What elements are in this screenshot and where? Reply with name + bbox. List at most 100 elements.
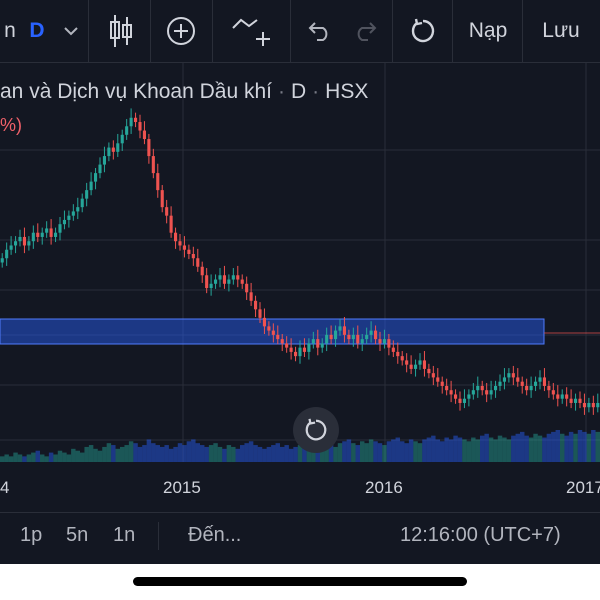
volume-bar [248,441,254,462]
volume-bar [200,445,205,462]
volume-bar [293,446,298,462]
candle-body [120,134,124,144]
reset-chart-button[interactable] [400,0,446,62]
candle-body [329,334,333,340]
volume-bar [453,435,458,462]
candle-body [400,356,404,361]
volume-bar [395,437,400,462]
candle-body [378,339,382,344]
candle-body [387,339,391,348]
goto-date-button[interactable]: Đến... [188,524,242,546]
volume-bar [186,441,192,462]
volume-bar [35,450,40,462]
range-1n-button[interactable]: 1n [113,524,136,546]
symbol-fragment[interactable]: n [0,0,20,62]
volume-bar [208,445,214,462]
clock-timezone[interactable]: 12:16:00 (UTC+7) [400,524,561,546]
candle-body [582,402,586,408]
candle-body [125,126,129,135]
volume-bar [595,431,600,462]
volume-bar [191,439,196,462]
volume-bar [120,446,125,462]
candle-body [320,343,324,348]
candle-body [22,236,26,246]
candle-body [165,207,169,216]
redo-icon [357,22,377,41]
candle-body [494,385,498,391]
x-tick-label: 2017 [566,478,600,497]
range-5n-button[interactable]: 5n [66,524,89,546]
candle-body [111,147,115,152]
candle-body [289,347,293,352]
candle-body [71,211,75,216]
candle-body [507,373,511,378]
candle-body [414,364,418,369]
volume-bar [368,439,374,462]
interval-button[interactable]: D [22,0,52,62]
volume-bar [555,430,560,462]
volume-bar [128,441,134,462]
candle-body [307,343,311,352]
candle-body [240,279,244,284]
save-button[interactable]: Lưu [526,0,596,62]
volume-bar [84,446,89,462]
volume-bar [17,454,23,462]
volume-bar [533,433,538,462]
load-button[interactable]: Nạp [456,0,520,62]
refresh-icon [305,418,327,441]
volume-bar [408,439,414,462]
candle-body [338,326,342,331]
volume-bar [448,439,454,462]
home-indicator[interactable] [133,577,467,586]
candle-body [547,385,551,391]
volume-bar [511,435,516,462]
candle-body [365,334,369,340]
price-chart[interactable] [0,62,600,510]
candle-body [85,190,89,199]
reset-scale-button[interactable] [293,407,339,453]
candle-body [31,232,35,242]
undo-button[interactable] [300,0,340,62]
candle-body [538,377,542,382]
chevron-down-icon [64,27,78,36]
range-1p-button[interactable]: 1p [20,524,43,546]
volume-bar [266,446,272,462]
candle-body [191,253,195,259]
candle-body [294,351,298,357]
volume-bar [75,450,80,462]
indicators-button[interactable] [156,0,206,62]
candle-body [569,398,573,403]
candle-body [258,309,262,318]
redo-button[interactable] [345,0,385,62]
candle-body [325,334,329,344]
candle-body [200,266,204,276]
volume-bar [8,456,14,462]
volume-bar [591,430,596,462]
volume-bar [26,454,32,462]
volume-bar [328,445,334,462]
volume-bar [280,446,285,462]
save-label: Lưu [542,19,580,42]
volume-bar [57,450,63,462]
candle-body [391,347,395,352]
compare-button[interactable] [222,0,282,62]
volume-bar [173,446,178,462]
candle-body [418,360,422,365]
volume-bar [164,445,169,462]
candle-body [138,122,142,131]
volume-bar [515,433,520,462]
candle-body [351,334,355,340]
candle-body [409,364,413,369]
candle-body [302,347,306,352]
volume-bar [13,452,18,462]
volume-bar [115,448,120,462]
interval-dropdown[interactable] [56,0,86,62]
refresh-icon [411,18,435,43]
candle-body [276,334,280,340]
chart-type-button[interactable] [96,0,146,62]
volume-bar [288,448,294,462]
candle-body [254,300,258,310]
x-tick-label: 2016 [365,478,403,497]
volume-bar [568,431,574,462]
candle-body [422,360,426,369]
